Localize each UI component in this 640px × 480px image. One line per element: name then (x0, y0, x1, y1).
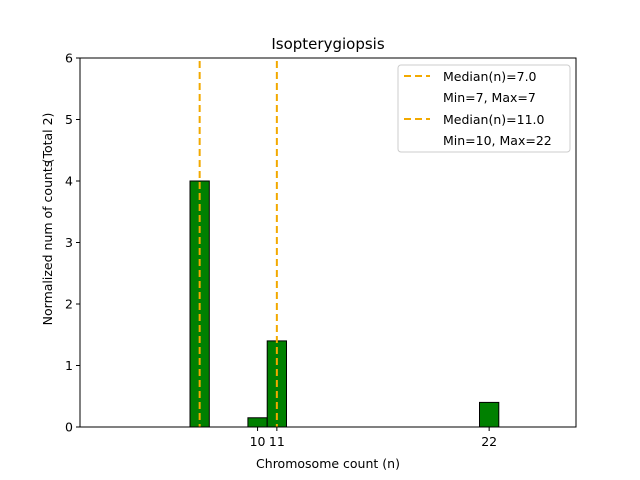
y-axis-label: Normalized num of counts (40, 161, 55, 326)
y-axis-total-note: (Total 2) (40, 113, 55, 164)
x-axis-label: Chromosome count (n) (256, 456, 400, 471)
y-tick-label: 6 (65, 51, 73, 66)
y-axis: 0 1 2 3 4 5 6 (65, 51, 80, 435)
legend-range-1: Min=7, Max=7 (443, 90, 536, 105)
x-axis: 10 11 22 (250, 427, 497, 449)
x-tick-label: 10 (250, 434, 266, 449)
bar-22-3 (479, 401, 500, 428)
y-tick-label: 4 (65, 174, 73, 189)
legend: Median(n)=7.0 Min=7, Max=7 Median(n)=11.… (397, 64, 571, 153)
y-tick-label: 3 (65, 235, 73, 250)
y-tick-label: 0 (65, 420, 73, 435)
y-tick-label: 1 (65, 358, 73, 373)
legend-range-2: Min=10, Max=22 (443, 133, 552, 148)
x-tick-label: 22 (481, 434, 497, 449)
legend-box (397, 64, 571, 153)
median-lines-layer (198, 61, 278, 427)
x-tick-label: 11 (269, 434, 285, 449)
chart-title: Isopterygiopsis (271, 35, 384, 53)
legend-median-2: Median(n)=11.0 (443, 112, 544, 127)
bars-layer (189, 180, 500, 428)
bar-10-1 (247, 417, 268, 428)
y-tick-label: 5 (65, 112, 73, 127)
legend-median-1: Median(n)=7.0 (443, 69, 537, 84)
y-tick-label: 2 (65, 297, 73, 312)
